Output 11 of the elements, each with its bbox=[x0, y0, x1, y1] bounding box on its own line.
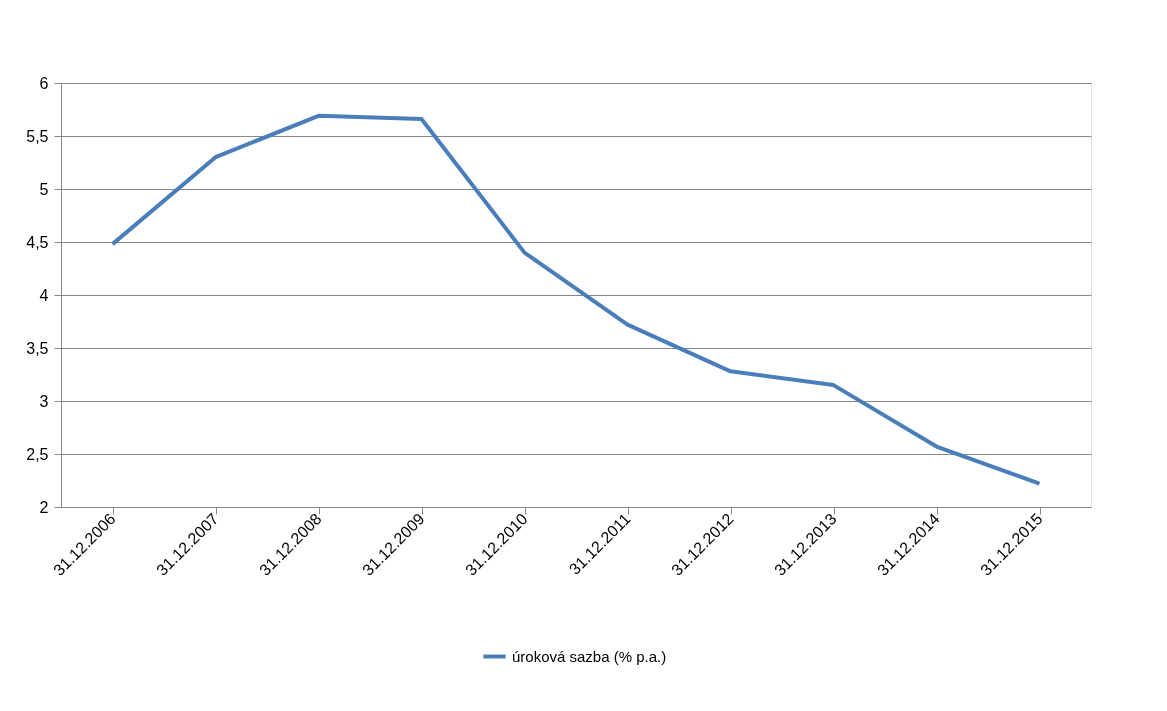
y-tick-label: 4 bbox=[39, 286, 49, 304]
y-tick-label: 5 bbox=[39, 180, 49, 198]
y-tick-label: 5,5 bbox=[26, 127, 49, 145]
y-tick-label: 2 bbox=[39, 498, 49, 516]
legend-label: úroková sazba (% p.a.) bbox=[512, 647, 667, 665]
line-series bbox=[110, 113, 1042, 486]
y-tick-label: 2,5 bbox=[26, 445, 49, 463]
y-tick-label: 4,5 bbox=[26, 233, 49, 251]
y-tick-label: 6 bbox=[39, 74, 49, 92]
y-tick-label: 3,5 bbox=[26, 339, 49, 357]
y-tick-label: 3 bbox=[39, 392, 49, 410]
